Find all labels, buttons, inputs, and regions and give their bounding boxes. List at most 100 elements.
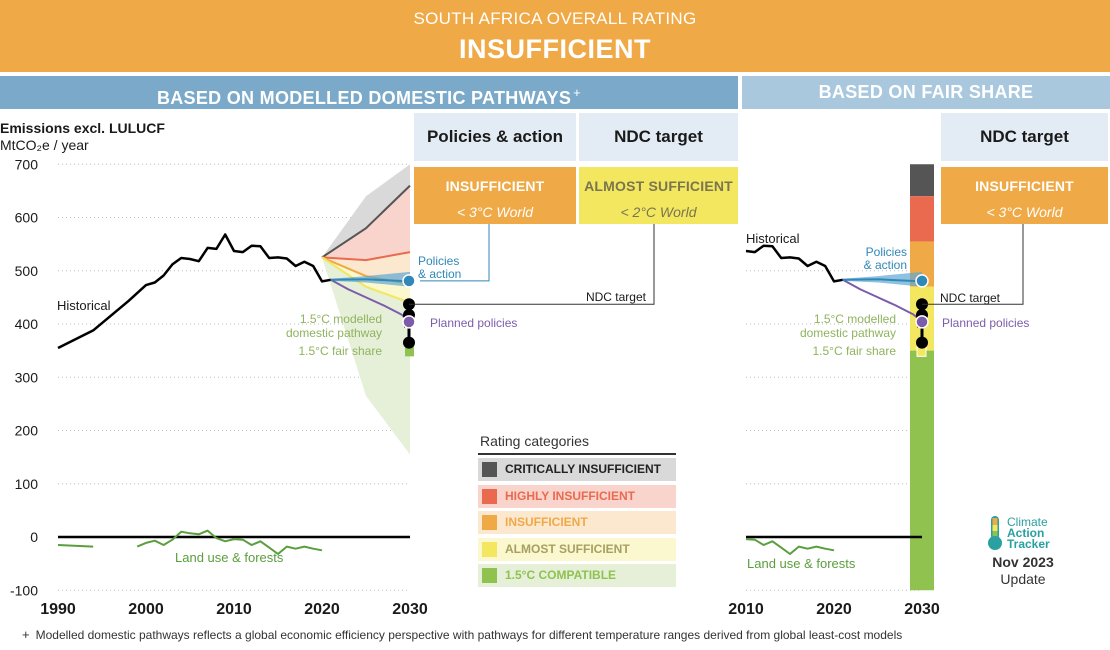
series-line [57,233,332,350]
legend-rule [478,453,676,455]
fair-share-bar-segment [910,196,934,242]
legend-label: INSUFFICIENT [505,515,588,529]
thermometer-icon [988,516,1002,550]
world-ndc-fair-share: < 3°C World [986,204,1063,220]
fair-share-bar-segment [910,164,934,197]
planned-policies-dot [915,315,929,329]
legend-swatch [482,568,497,583]
y-axis-title: Emissions excl. LULUCF [0,120,165,136]
overall-rating: INSUFFICIENT [459,34,651,64]
planned-policies-label: Planned policies [942,316,1029,330]
legend-swatch [482,541,497,557]
legend-item: HIGHLY INSUFFICIENT [478,484,676,508]
policies-action-label: Policies [418,254,459,268]
policies-action-dot [915,274,929,288]
fair-share-label: 1.5°C fair share [812,344,896,358]
series-line [330,278,411,323]
policies-action-label: & action [864,258,907,272]
y-tick-label: 400 [15,316,39,332]
legend-label: ALMOST SUFFICIENT [505,541,630,556]
logo-line2: Action [1007,526,1045,540]
y-tick-label: 700 [15,156,39,172]
historical-label: Historical [746,231,800,246]
legend-item: ALMOST SUFFICIENT [478,537,676,561]
series-line [745,244,844,283]
series-line [842,278,923,323]
rating-box-ndc-fair-share: INSUFFICIENT < 3°C World [941,167,1108,224]
x-tick-label: 2030 [904,601,940,618]
x-tick-label: 2020 [816,601,852,618]
y-tick-label: 600 [15,210,39,226]
footnote-mark: + [573,85,582,100]
legend-label: CRITICALLY INSUFFICIENT [505,462,662,476]
legend-rows: CRITICALLY INSUFFICIENT HIGHLY INSUFFICIE… [478,458,676,587]
y-axis-unit: MtCO₂e / year [0,137,89,153]
rating-box-policies: INSUFFICIENT < 3°C World [414,167,576,224]
column-heading-ndc-fair-share: NDC target [941,113,1108,161]
logo-text: Climate Action Tracker [1007,515,1050,551]
rating-box-ndc: ALMOST SUFFICIENT < 2°C World [579,167,738,224]
planned-policies-dot [402,315,416,329]
update-date: Nov 2023 [992,554,1054,570]
fair-share-bar-segment [910,350,934,591]
legend-label: 1.5°C COMPATIBLE [505,568,617,582]
ndc-connector [409,224,655,305]
legend-label: HIGHLY INSUFFICIENT [505,488,636,503]
footnote-text: Modelled domestic pathways reflects a gl… [35,628,903,642]
legend-item: 1.5°C COMPATIBLE [478,564,676,587]
policies-connector [420,224,490,282]
section-modelled-pathways: BASED ON MODELLED DOMESTIC PATHWAYS + [0,76,738,109]
series-line [842,278,923,283]
legend-swatch [482,515,497,530]
land-use-label: Land use & forests [175,550,284,565]
fair-share-label: 1.5°C fair share [298,344,382,358]
update-label: Update [1000,571,1046,587]
policies-action-dot [402,274,416,288]
climate-action-tracker-logo: Climate Action Tracker [985,514,1075,554]
series-line [57,529,323,555]
range-band [322,164,410,258]
world-policies: < 3°C World [456,204,533,220]
fair-share-marker [405,346,414,357]
x-tick-label: 2010 [728,601,764,618]
y-tick-label: 500 [15,263,39,279]
y-tick-label: -100 [10,582,38,598]
rating-policies: INSUFFICIENT [445,178,545,194]
legend-item: CRITICALLY INSUFFICIENT [478,458,676,481]
section-fair-share: BASED ON FAIR SHARE [742,76,1110,109]
legend-swatch [482,488,497,504]
x-tick-label: 2010 [216,601,252,618]
world-ndc: < 2°C World [620,204,697,220]
rating-ndc-fair-share: INSUFFICIENT [975,178,1074,194]
historical-label: Historical [57,298,111,313]
y-tick-label: 0 [30,529,38,545]
footnote-mark-symbol: + [22,627,30,642]
logo-line3: Tracker [1007,537,1050,551]
y-tick-label: 300 [15,369,39,385]
legend-item: INSUFFICIENT [478,511,676,534]
x-tick-label: 2020 [304,601,340,618]
range-edge-line [321,256,411,304]
ndc-dot [403,336,415,349]
footnote: + Modelled domestic pathways reflects a g… [22,627,902,642]
policies-action-label: & action [418,267,461,281]
legend-swatch [482,462,497,477]
modelled-pathway-label: 1.5°C modelled [300,312,382,326]
logo-line1: Climate [1007,515,1048,529]
y-tick-label: 200 [15,423,39,439]
planned-policies-label: Planned policies [430,316,517,330]
ndc-target-label: NDC target [586,290,647,304]
series-line [745,538,835,555]
legend-title: Rating categories [480,433,589,449]
ndc-connector [922,224,1024,305]
x-tick-label: 2000 [128,601,164,618]
rating-ndc: ALMOST SUFFICIENT [584,178,733,194]
modelled-pathway-label: domestic pathway [800,326,896,340]
y-tick-label: 100 [15,476,39,492]
modelled-pathway-label: domestic pathway [286,326,382,340]
legend: Rating categories CRITICALLY INSUFFICIEN… [478,433,676,591]
range-edge-line [321,251,411,262]
series-line [330,278,411,283]
x-tick-label: 2030 [392,601,428,618]
